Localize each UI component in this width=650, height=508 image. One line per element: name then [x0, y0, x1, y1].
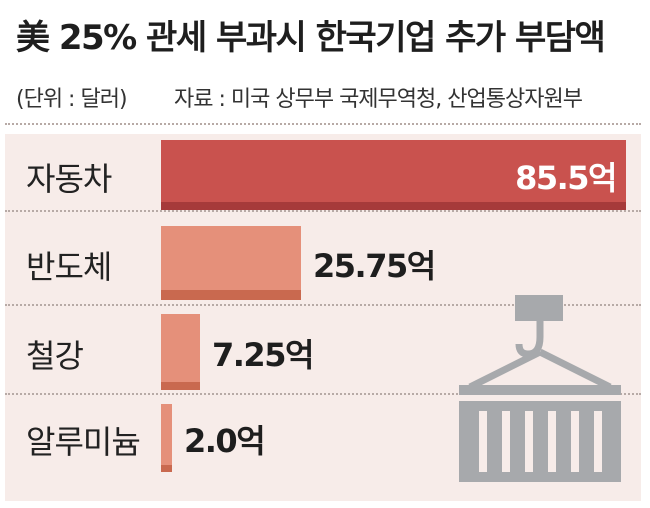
category-label: 반도체 — [26, 248, 112, 286]
unit-note: (단위 : 달러) — [16, 87, 128, 112]
bar-base — [161, 382, 200, 390]
category-label: 철강 — [26, 337, 84, 375]
category-label: 자동차 — [26, 160, 112, 198]
bar — [161, 314, 200, 382]
bar-base — [161, 290, 301, 300]
bar — [161, 404, 172, 465]
value-label: 2.0억 — [184, 422, 266, 460]
chart-title: 美 25% 관세 부과시 한국기업 추가 부담액 — [16, 18, 606, 58]
value-label: 7.25억 — [212, 336, 314, 374]
bar — [161, 226, 301, 290]
shipping-container-crane-icon — [459, 295, 621, 482]
bar — [161, 140, 626, 202]
divider-3 — [5, 393, 641, 395]
divider-1 — [5, 210, 641, 212]
bar-base — [161, 202, 626, 210]
source-note: 자료 : 미국 상무부 국제무역청, 산업통상자원부 — [174, 87, 583, 112]
bar-base — [161, 465, 172, 472]
divider-top — [5, 123, 641, 125]
divider-2 — [5, 304, 641, 306]
category-label: 알루미늄 — [26, 423, 141, 461]
value-label: 85.5억 — [515, 159, 617, 197]
value-label: 25.75억 — [313, 247, 436, 285]
